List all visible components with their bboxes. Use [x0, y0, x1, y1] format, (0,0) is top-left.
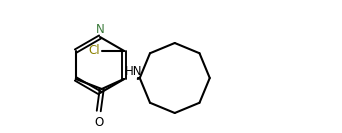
Text: O: O [94, 116, 103, 129]
Text: N: N [96, 23, 104, 36]
Text: HN: HN [125, 65, 142, 78]
Text: Cl: Cl [89, 45, 100, 57]
